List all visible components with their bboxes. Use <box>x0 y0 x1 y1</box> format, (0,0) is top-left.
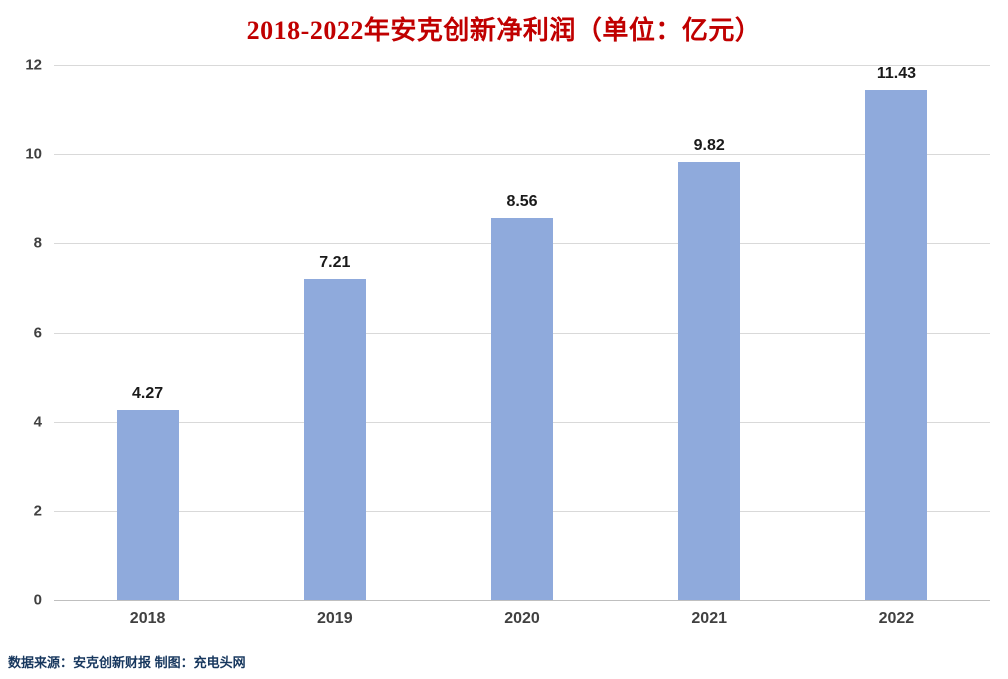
gridline <box>54 600 990 601</box>
bar-group: 9.82 <box>616 65 803 600</box>
gridline <box>54 154 990 156</box>
y-axis: 0 2 4 6 8 10 12 <box>10 57 48 609</box>
bar-value-label: 4.27 <box>132 384 164 402</box>
bar-group: 4.27 <box>54 65 241 600</box>
bar <box>491 218 553 600</box>
bar <box>678 162 741 600</box>
bar-chart: 0 2 4 6 8 10 12 4.27 7.21 8.56 9.82 11.43 <box>10 57 990 609</box>
x-tick-label: 2020 <box>504 610 540 627</box>
bars-container: 4.27 7.21 8.56 9.82 11.43 <box>54 65 990 600</box>
bar-group: 8.56 <box>428 65 615 600</box>
chart-title: 2018-2022年安克创新净利润（单位：亿元） <box>246 16 762 45</box>
x-tick-label: 2019 <box>317 610 353 627</box>
bar-value-label: 11.43 <box>876 65 916 83</box>
bar <box>303 278 366 600</box>
plot-area: 4.27 7.21 8.56 9.82 11.43 <box>54 65 990 601</box>
bar <box>116 409 179 600</box>
x-tick-label: 2018 <box>129 610 166 627</box>
x-axis: 2018 2019 2020 2021 2022 <box>54 610 990 628</box>
y-tick-label: 4 <box>33 413 42 431</box>
y-tick-label: 0 <box>33 591 42 609</box>
y-tick-label: 8 <box>33 234 42 252</box>
gridline <box>54 65 990 66</box>
bar-group: 7.21 <box>241 65 428 600</box>
bar-group: 11.43 <box>803 65 990 600</box>
y-tick-label: 6 <box>33 324 42 341</box>
source-note: 数据来源：安克创新财报 制图：充电头网 <box>8 655 246 670</box>
x-tick-label: 2022 <box>878 610 915 627</box>
bar <box>865 90 928 600</box>
x-tick-label: 2021 <box>691 610 727 627</box>
bar-value-label: 9.82 <box>693 137 725 155</box>
y-tick-label: 12 <box>25 56 42 74</box>
y-tick-label: 2 <box>33 502 42 520</box>
bar-value-label: 7.21 <box>319 253 351 271</box>
bar-value-label: 8.56 <box>506 193 538 211</box>
y-tick-label: 10 <box>25 145 42 163</box>
